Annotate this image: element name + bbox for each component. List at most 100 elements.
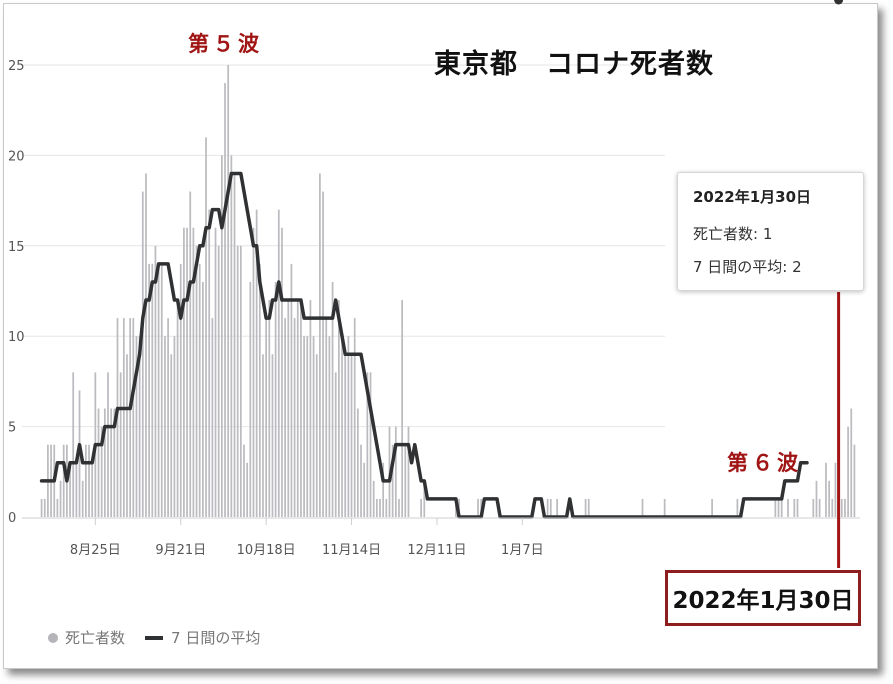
x-tick-label: 11月14日 (322, 543, 381, 558)
bar (549, 498, 552, 517)
bar (663, 498, 666, 517)
bar (246, 462, 249, 517)
bar (75, 462, 78, 517)
bar (249, 281, 252, 517)
bar (91, 462, 94, 517)
bar (135, 336, 138, 517)
bar (100, 426, 103, 517)
bar (110, 408, 113, 517)
bar (69, 462, 71, 517)
x-tick-label: 9月21日 (155, 543, 206, 558)
x-tick-label: 1月7日 (501, 543, 544, 558)
bar (296, 300, 299, 517)
bar (394, 426, 397, 517)
bar (831, 498, 834, 517)
bar (202, 281, 204, 517)
bar (356, 408, 359, 517)
bar (780, 498, 783, 517)
bar (224, 83, 226, 517)
bar (230, 155, 233, 517)
bar (84, 444, 87, 517)
bar (176, 300, 179, 517)
bar (322, 191, 324, 517)
bar (277, 209, 280, 517)
bar (243, 444, 245, 517)
bar (850, 408, 853, 517)
bar (369, 372, 372, 517)
bar (293, 318, 296, 517)
bar (40, 498, 43, 517)
bar (284, 318, 286, 517)
bar (407, 426, 410, 517)
bar (344, 354, 347, 517)
bar (186, 227, 188, 517)
legend-line-swatch[interactable] (145, 635, 164, 640)
date-callout-box: 2022年1月30日 (665, 570, 861, 626)
bar (271, 354, 274, 517)
average-line (39, 171, 809, 519)
bar (711, 498, 713, 517)
bar (812, 498, 815, 517)
bar (828, 480, 830, 517)
bar (252, 227, 255, 517)
bar (173, 336, 176, 517)
bar (126, 354, 128, 517)
bar (325, 318, 328, 517)
bar (347, 336, 350, 517)
legend-bar-label[interactable]: 死亡者数 (65, 629, 126, 647)
bar (214, 227, 217, 517)
bar (382, 462, 385, 517)
bar (315, 354, 318, 517)
bar (309, 300, 312, 517)
bar (787, 498, 789, 517)
bar (840, 498, 843, 517)
y-tick-label: 15 (8, 240, 25, 255)
bar (847, 426, 849, 517)
bar (141, 191, 144, 517)
chart-title: 東京都 コロナ死者数 (434, 49, 714, 80)
y-tick-label: 25 (8, 59, 25, 74)
bar (157, 263, 160, 517)
bar (338, 300, 340, 517)
bar (103, 408, 106, 517)
bar (233, 173, 236, 518)
bar (81, 480, 84, 517)
legend-line-label[interactable]: 7 日間の平均 (171, 629, 261, 647)
bar (328, 336, 331, 517)
bar (236, 245, 239, 518)
bar (287, 300, 290, 517)
bar (220, 155, 223, 517)
bar (420, 498, 422, 517)
x-tick-label: 12月11日 (407, 543, 466, 558)
chart-tooltip: 2022年1月30日 死亡者数: 1 7 日間の平均: 2 (677, 172, 864, 291)
bar (72, 372, 75, 517)
bar (350, 354, 353, 517)
date-callout-text: 2022年1月30日 (672, 588, 854, 614)
bar (217, 245, 220, 518)
bar (164, 336, 166, 517)
bar (556, 498, 558, 517)
bar (404, 444, 407, 517)
bar (268, 300, 271, 517)
bar (205, 137, 207, 517)
x-tick-label: 8月25日 (70, 543, 121, 558)
bar (43, 498, 46, 517)
bar (796, 498, 799, 517)
bar (584, 498, 587, 517)
legend-bar-swatch[interactable] (48, 632, 58, 643)
bar (227, 65, 230, 517)
wave5-annotation: 第５波 (188, 32, 263, 56)
tooltip-deaths: 死亡者数: 1 (693, 225, 773, 243)
bar (319, 173, 321, 518)
bar (853, 444, 856, 517)
bar (154, 245, 157, 518)
bar (138, 336, 141, 517)
bar (170, 354, 173, 517)
bar (363, 462, 366, 517)
bar (375, 498, 378, 517)
bar (148, 263, 150, 517)
bar (391, 444, 394, 517)
y-tick-label: 5 (8, 421, 16, 436)
bar (239, 245, 242, 518)
